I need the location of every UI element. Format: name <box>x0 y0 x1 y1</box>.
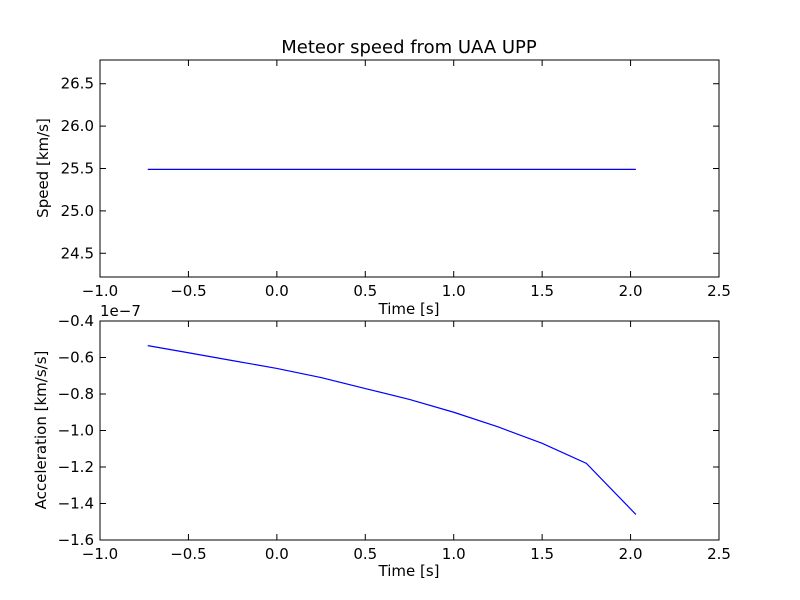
acceleration-y-axis-label: Acceleration [km/s/s] <box>32 351 50 510</box>
speed-y-tick-label: 26.5 <box>61 75 94 93</box>
chart-title: Meteor speed from UAA UPP <box>281 37 537 58</box>
acceleration-offset-text: 1e−7 <box>100 302 141 320</box>
acceleration-x-tick-label: 1.0 <box>442 545 466 563</box>
speed-x-tick-label: 1.0 <box>442 282 466 300</box>
speed-ticks-group: −1.0 −0.5 0.0 0.5 1.0 1.5 2.0 2.5 24.5 25.0 25.5 26… <box>61 60 731 300</box>
speed-y-tick-label: 26.0 <box>61 117 94 135</box>
speed-y-axis-label: Speed [km/s] <box>34 118 52 218</box>
acceleration-x-tick-label: 1.5 <box>530 545 554 563</box>
speed-x-axis-label: Time [s] <box>378 300 440 318</box>
speed-x-tick-label: 2.0 <box>619 282 643 300</box>
acceleration-y-tick-label: −1.6 <box>58 531 94 549</box>
speed-y-tick-label: 25.5 <box>61 160 94 178</box>
acceleration-series-line-0 <box>147 345 637 515</box>
speed-x-tick-label: 0.5 <box>353 282 377 300</box>
acceleration-series-group <box>147 345 637 515</box>
acceleration-y-tick-label: −1.4 <box>58 495 94 513</box>
speed-x-tick-label: 0.0 <box>265 282 289 300</box>
acceleration-ticks-group: −1.0 −0.5 0.0 0.5 1.0 1.5 2.0 2.5 −1.6 −1.4 −1.2 −1… <box>58 312 731 563</box>
acceleration-x-tick-label: 0.5 <box>353 545 377 563</box>
acceleration-x-tick-label: 2.5 <box>707 545 731 563</box>
speed-x-tick-label: −1.0 <box>82 282 118 300</box>
speed-y-tick-label: 25.0 <box>61 202 94 220</box>
acceleration-x-tick-label: 0.0 <box>265 545 289 563</box>
acceleration-x-tick-label: −1.0 <box>82 545 118 563</box>
acceleration-y-tick-label: −0.4 <box>58 312 94 330</box>
acceleration-y-tick-label: −1.0 <box>58 422 94 440</box>
speed-panel: Meteor speed from UAA UPP −1.0 −0.5 0.0 0.5… <box>34 37 731 318</box>
acceleration-x-tick-label: 2.0 <box>619 545 643 563</box>
speed-x-tick-label: −0.5 <box>170 282 206 300</box>
acceleration-panel: −1.0 −0.5 0.0 0.5 1.0 1.5 2.0 2.5 −1.6 −1.4 −1.2 −1… <box>32 302 731 580</box>
acceleration-y-tick-label: −0.6 <box>58 349 94 367</box>
acceleration-plot-frame <box>99 320 720 541</box>
acceleration-x-axis-label: Time [s] <box>378 562 440 580</box>
acceleration-x-tick-label: −0.5 <box>170 545 206 563</box>
acceleration-y-tick-label: −1.2 <box>58 458 94 476</box>
acceleration-y-tick-label: −0.8 <box>58 385 94 403</box>
speed-plot-frame <box>99 59 720 278</box>
speed-x-tick-label: 2.5 <box>707 282 731 300</box>
speed-x-tick-label: 1.5 <box>530 282 554 300</box>
speed-y-tick-label: 24.5 <box>61 244 94 262</box>
